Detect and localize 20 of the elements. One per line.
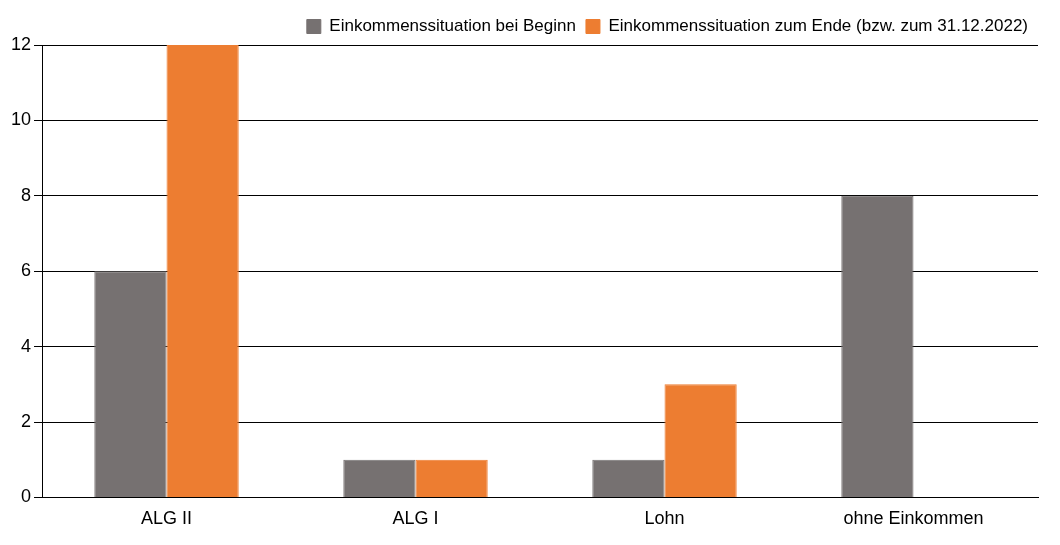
y-tick-label: 10: [10, 109, 32, 130]
x-tick-label: ohne Einkommen: [843, 508, 984, 529]
bar: [841, 195, 914, 497]
bar: [166, 45, 239, 497]
bar: [415, 459, 488, 497]
y-tick-label: 4: [21, 335, 32, 356]
y-tick-label: 2: [21, 410, 32, 431]
x-tick-label: ALG I: [392, 508, 439, 529]
legend-label: Einkommenssituation bei Beginn: [329, 16, 576, 36]
bar: [94, 271, 167, 497]
x-tick-label: ALG II: [141, 508, 193, 529]
x-tick-label: Lohn: [644, 508, 685, 529]
bar: [592, 459, 665, 497]
y-tick-label: 8: [21, 184, 32, 205]
bar: [343, 459, 416, 497]
legend-label: Einkommenssituation zum Ende (bzw. zum 31.12.2022): [608, 16, 1028, 36]
y-tick-label: 6: [21, 260, 32, 281]
bar: [664, 384, 737, 497]
y-tick-label: 0: [21, 486, 32, 507]
y-tick-label: 12: [10, 33, 32, 54]
